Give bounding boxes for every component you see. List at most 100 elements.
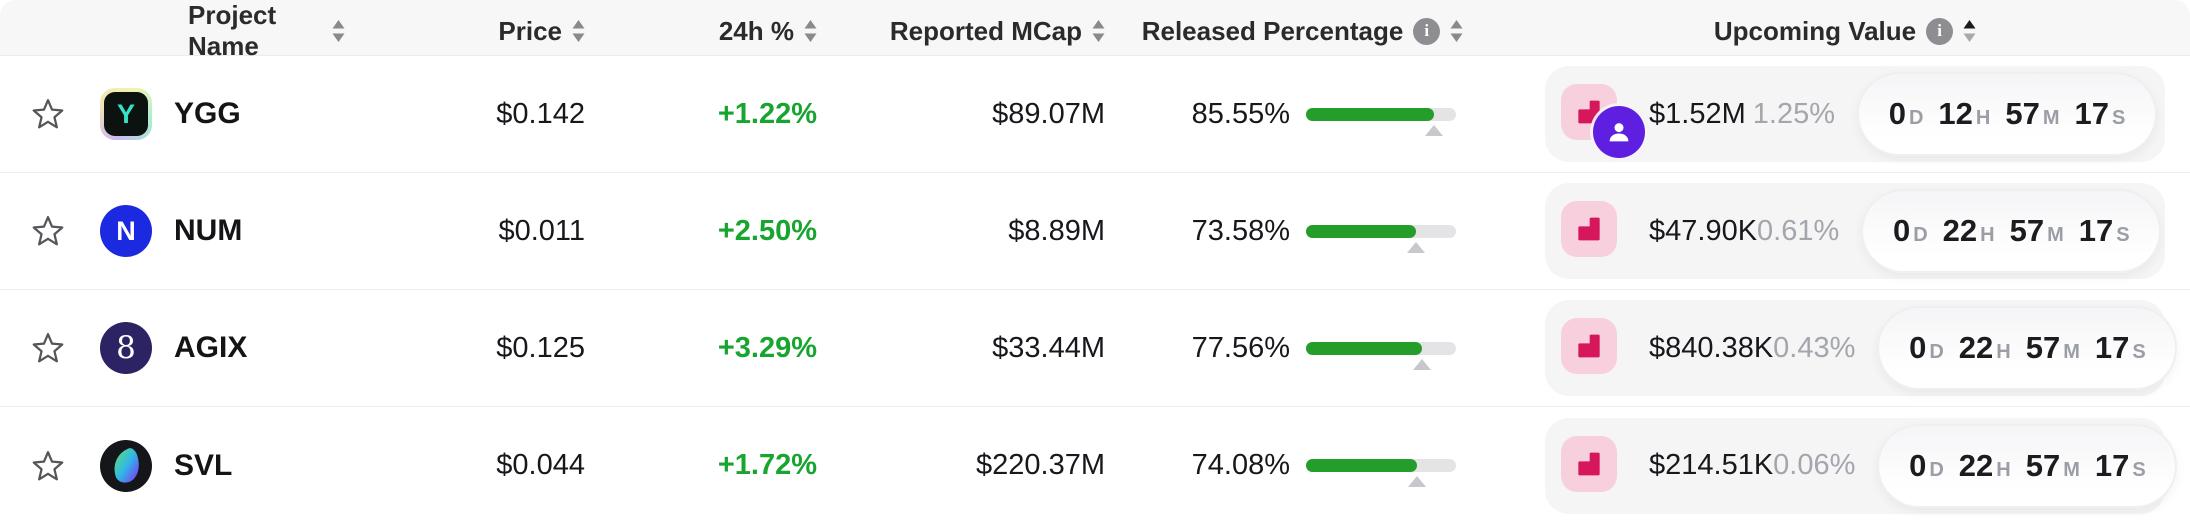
reported-mcap-value: $220.37M bbox=[976, 449, 1105, 481]
released-progress-bar bbox=[1306, 224, 1456, 253]
reported-mcap-value: $89.07M bbox=[992, 97, 1105, 130]
countdown-segment: 17 S bbox=[2094, 447, 2146, 483]
table-row[interactable]: N NUM $0.011 +2.50% $8.89M 73.58% bbox=[0, 173, 2190, 290]
header-24h-change[interactable]: 24h % bbox=[585, 16, 817, 47]
reported-mcap-value: $8.89M bbox=[1008, 214, 1105, 247]
upcoming-value-cell: $47.90K 0.61% 0 D 22 H 57 M 17 S bbox=[1545, 183, 2165, 279]
table-body: Y YGG $0.142 +1.22% $89.07M 85.55% bbox=[0, 56, 2190, 524]
token-logo-ygg: Y bbox=[100, 88, 152, 140]
countdown-segment: 17 S bbox=[2094, 330, 2146, 365]
favorite-star-icon[interactable] bbox=[30, 448, 66, 484]
released-percentage-value: 74.08% bbox=[1191, 449, 1290, 481]
favorite-star-icon[interactable] bbox=[30, 330, 66, 366]
countdown-segment: 17 S bbox=[2078, 213, 2130, 248]
countdown-segment: 17 S bbox=[2074, 96, 2126, 131]
token-logo-svl bbox=[100, 439, 152, 492]
change-24h-value: +1.72% bbox=[717, 449, 817, 481]
countdown-segment: 22 H bbox=[1942, 213, 1995, 248]
header-reported-mcap[interactable]: Reported MCap bbox=[817, 16, 1105, 47]
countdown-segment: 57 M bbox=[2005, 96, 2060, 131]
released-progress-bar bbox=[1306, 459, 1456, 487]
info-icon[interactable]: i bbox=[1926, 17, 1954, 45]
released-progress-fill bbox=[1306, 224, 1417, 238]
countdown-segment: 22 H bbox=[1958, 447, 2011, 483]
upcoming-value-percent: 0.43% bbox=[1773, 331, 1856, 364]
upcoming-value-amount: $840.38K bbox=[1649, 331, 1774, 364]
released-progress-fill bbox=[1306, 107, 1435, 121]
header-released-percentage-label: Released Percentage bbox=[1141, 15, 1404, 46]
token-logo-agix: 8 bbox=[100, 322, 152, 374]
price-value: $0.011 bbox=[498, 214, 585, 247]
team-person-badge-icon bbox=[1593, 106, 1645, 158]
upcoming-value-amount: $214.51K bbox=[1649, 449, 1774, 481]
released-progress-fill bbox=[1306, 341, 1423, 355]
table-header-row: Project Name Price 24h % Reported MCap bbox=[0, 0, 2190, 61]
upcoming-value-percent: 0.61% bbox=[1757, 214, 1840, 247]
change-24h-value: +1.22% bbox=[717, 97, 817, 130]
countdown-segment: 12 H bbox=[1938, 96, 1991, 131]
price-value: $0.044 bbox=[496, 449, 585, 481]
favorite-star-icon[interactable] bbox=[30, 213, 66, 249]
sort-icon[interactable] bbox=[1450, 20, 1463, 42]
table-row[interactable]: 8 AGIX $0.125 +3.29% $33.44M 77.56% bbox=[0, 290, 2190, 407]
change-24h-value: +3.29% bbox=[717, 331, 817, 364]
released-marker-triangle-icon bbox=[1407, 241, 1426, 253]
header-upcoming-value[interactable]: Upcoming Value i bbox=[1500, 16, 2190, 47]
header-project-name[interactable]: Project Name bbox=[96, 0, 345, 62]
released-percentage-value: 85.55% bbox=[1191, 97, 1290, 130]
released-progress-fill bbox=[1306, 459, 1418, 472]
price-value: $0.142 bbox=[496, 97, 585, 130]
unlock-icon-cluster bbox=[1557, 183, 1649, 279]
header-released-percentage[interactable]: Released Percentage i bbox=[1105, 16, 1500, 47]
unlock-icon-cluster bbox=[1557, 66, 1649, 162]
header-price[interactable]: Price bbox=[345, 16, 585, 47]
released-percentage-value: 73.58% bbox=[1191, 214, 1290, 247]
upcoming-value-percent: 0.06% bbox=[1773, 449, 1856, 481]
upcoming-value-cell: $1.52M 1.25% 0 D 12 H 57 M 17 S bbox=[1545, 66, 2165, 162]
unlock-bar-chart-icon bbox=[1561, 318, 1617, 374]
change-24h-value: +2.50% bbox=[717, 214, 817, 247]
countdown-pill: 0 D 22 H 57 M 17 S bbox=[1861, 189, 2162, 273]
countdown-pill: 0 D 12 H 57 M 17 S bbox=[1857, 72, 2157, 156]
sort-icon[interactable] bbox=[332, 20, 345, 42]
sort-icon[interactable] bbox=[804, 20, 817, 42]
table-row[interactable]: SVL $0.044 +1.72% $220.37M 74.08% bbox=[0, 407, 2190, 524]
header-reported-mcap-label: Reported MCap bbox=[889, 15, 1082, 46]
released-percentage-value: 77.56% bbox=[1191, 331, 1290, 364]
sort-icon[interactable] bbox=[572, 20, 585, 42]
header-24h-change-label: 24h % bbox=[718, 15, 794, 46]
upcoming-value-cell: $214.51K 0.06% 0 D 22 H 57 M 17 S bbox=[1545, 417, 2178, 514]
countdown-pill: 0 D 22 H 57 M 17 S bbox=[1877, 423, 2178, 508]
sort-icon-active-asc[interactable] bbox=[1963, 20, 1976, 42]
released-marker-triangle-icon bbox=[1408, 476, 1427, 487]
unlock-icon-cluster bbox=[1557, 418, 1649, 514]
unlock-icon-cluster bbox=[1557, 300, 1649, 396]
countdown-segment: 57 M bbox=[2025, 447, 2080, 483]
released-progress-bar bbox=[1306, 341, 1456, 370]
upcoming-value-amount: $1.52M bbox=[1649, 97, 1746, 130]
countdown-segment: 57 M bbox=[2009, 213, 2064, 248]
countdown-segment: 57 M bbox=[2025, 330, 2080, 365]
released-marker-triangle-icon bbox=[1413, 358, 1432, 370]
header-upcoming-value-label: Upcoming Value bbox=[1713, 15, 1917, 46]
sort-icon[interactable] bbox=[1092, 20, 1105, 42]
countdown-pill: 0 D 22 H 57 M 17 S bbox=[1877, 306, 2178, 390]
countdown-segment: 22 H bbox=[1958, 330, 2011, 365]
released-marker-triangle-icon bbox=[1425, 124, 1444, 136]
released-progress-bar bbox=[1306, 107, 1456, 136]
token-name: NUM bbox=[174, 214, 243, 247]
token-logo-num: N bbox=[100, 205, 152, 257]
token-name: SVL bbox=[174, 448, 233, 482]
upcoming-value-amount: $47.90K bbox=[1649, 214, 1758, 247]
favorite-star-icon[interactable] bbox=[30, 96, 66, 132]
upcoming-value-cell: $840.38K 0.43% 0 D 22 H 57 M 17 S bbox=[1545, 300, 2178, 396]
table-row[interactable]: Y YGG $0.142 +1.22% $89.07M 85.55% bbox=[0, 56, 2190, 173]
price-value: $0.125 bbox=[496, 331, 585, 364]
info-icon[interactable]: i bbox=[1413, 17, 1441, 45]
reported-mcap-value: $33.44M bbox=[992, 331, 1105, 364]
